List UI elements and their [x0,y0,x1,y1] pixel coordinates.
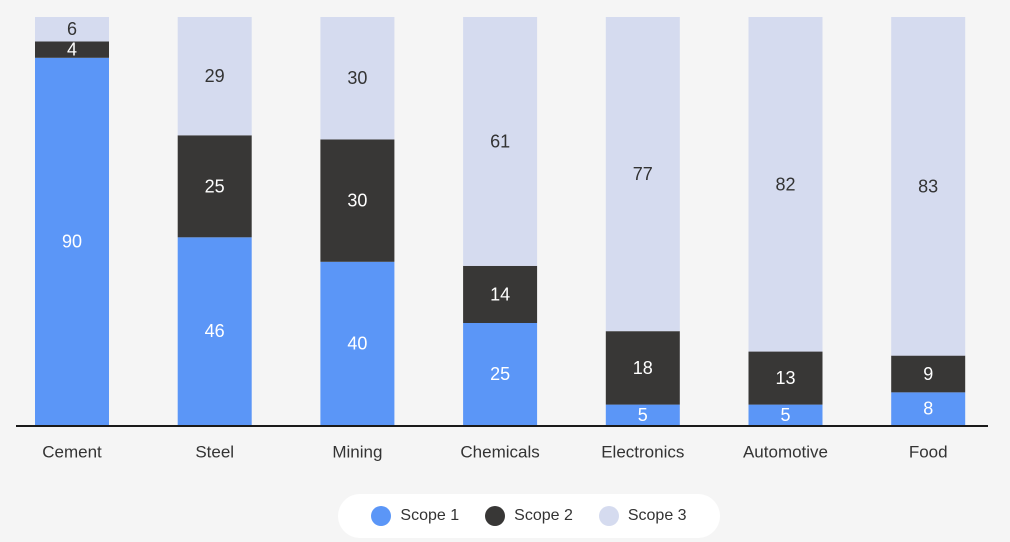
bar-electronics-scope-3 [605,17,680,332]
data-label-cement-scope-2: 4 [67,40,77,60]
data-label-steel-scope-2: 25 [205,176,225,196]
bar-cement-scope-1 [35,57,109,426]
data-label-food-scope-2: 9 [923,364,933,384]
data-label-mining-scope-3: 30 [347,68,367,88]
bar-food-scope-2 [891,355,966,393]
bar-mining-scope-3 [320,17,395,140]
data-label-mining-scope-2: 30 [347,191,367,211]
data-label-mining-scope-1: 40 [347,333,367,353]
bar-chemicals-scope-2 [463,265,538,323]
bar-electronics-scope-2 [605,331,680,405]
bar-cement-scope-3 [35,17,109,42]
bar-steel-scope-3 [177,17,252,136]
category-label-automotive: Automotive [743,443,828,462]
data-label-chemicals-scope-3: 61 [490,131,510,151]
data-label-food-scope-1: 8 [923,399,933,419]
legend-swatch-scope-3 [598,506,619,526]
bar-food-scope-1 [891,392,966,425]
data-label-automotive-scope-3: 82 [775,174,795,194]
category-label-cement: Cement [42,443,102,462]
legend-item-scope-2[interactable]: Scope 2 [485,506,573,526]
bar-automotive-scope-1 [748,404,823,425]
data-label-automotive-scope-1: 5 [780,405,790,425]
legend-item-scope-3[interactable]: Scope 3 [598,506,687,526]
category-label-chemicals: Chemicals [460,443,539,462]
legend-swatch-scope-2 [485,506,506,526]
bar-mining-scope-1 [320,261,395,425]
data-label-electronics-scope-3: 77 [633,164,653,184]
category-labels-group: Cement Steel Mining Chemicals Electronics Aut… [42,443,947,462]
bar-food-scope-3 [891,17,966,356]
category-label-food: Food [909,443,948,462]
data-label-cement-scope-1: 90 [62,231,82,251]
legend-label-scope-2: Scope 2 [514,507,573,524]
category-label-mining: Mining [332,443,382,462]
data-label-chemicals-scope-1: 25 [490,364,510,384]
data-label-electronics-scope-2: 18 [633,358,653,378]
legend: Scope 1 Scope 2 Scope 3 [338,494,720,538]
data-label-steel-scope-3: 29 [205,66,225,86]
data-label-steel-scope-1: 46 [205,321,225,341]
data-label-food-scope-3: 83 [918,176,938,196]
bar-steel-scope-2 [177,135,252,238]
bar-chemicals-scope-1 [463,323,538,425]
bar-cement-scope-2 [35,41,109,58]
bars-group: 90 46 46 25 29 40 30 30 25 14 61 5 18 77 5 13 82 8 9 83 [35,17,966,426]
legend-item-scope-1[interactable]: Scope 1 [371,506,459,526]
legend-label-scope-3: Scope 3 [627,507,687,524]
data-label-cement-scope-3: 6 [67,19,77,39]
category-label-steel: Steel [195,443,234,462]
data-label-automotive-scope-2: 13 [775,368,795,388]
bar-electronics-scope-1 [605,404,680,425]
data-label-chemicals-scope-2: 14 [490,284,510,304]
bar-steel-scope-1 [177,237,252,425]
bar-automotive-scope-2 [748,351,823,405]
data-label-electronics-scope-1: 5 [638,405,648,425]
bar-chemicals-scope-3 [463,17,538,266]
legend-label-scope-1: Scope 1 [400,507,460,524]
bar-mining-scope-2 [320,139,395,262]
bar-automotive-scope-3 [748,17,823,352]
legend-swatch-scope-1 [371,506,392,526]
category-label-electronics: Electronics [601,443,684,462]
